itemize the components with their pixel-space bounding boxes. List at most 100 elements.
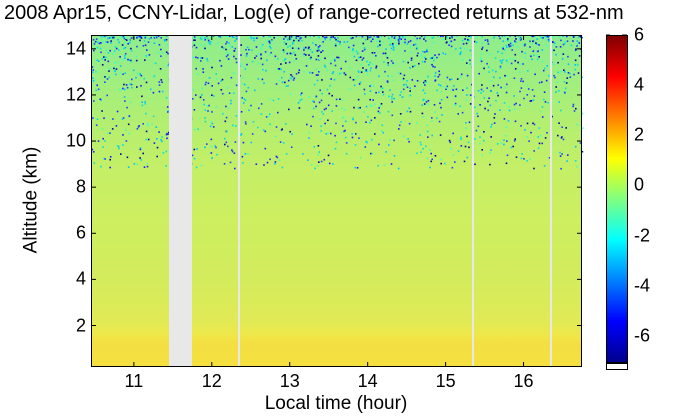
noise-speck: [156, 51, 159, 54]
noise-speck: [130, 47, 132, 50]
noise-speck: [531, 89, 534, 91]
noise-speck: [135, 59, 138, 62]
noise-speck: [374, 117, 376, 119]
noise-speck: [160, 79, 163, 81]
noise-speck: [278, 79, 281, 82]
noise-speck: [313, 83, 316, 86]
noise-speck: [431, 57, 433, 59]
noise-speck: [122, 144, 124, 146]
noise-speck: [194, 37, 196, 39]
noise-speck: [576, 123, 578, 126]
noise-speck: [426, 48, 428, 51]
noise-speck: [508, 109, 511, 112]
noise-speck: [156, 146, 159, 149]
noise-speck: [349, 67, 351, 69]
noise-speck: [245, 123, 247, 125]
noise-speck: [379, 112, 381, 114]
noise-speck: [328, 162, 331, 165]
noise-speck: [203, 44, 206, 46]
noise-speck: [257, 62, 260, 65]
noise-speck: [349, 76, 352, 79]
noise-speck: [388, 95, 390, 98]
noise-speck: [354, 166, 357, 169]
noise-speck: [216, 42, 219, 45]
noise-speck: [155, 36, 158, 39]
noise-speck: [251, 49, 253, 52]
noise-speck: [576, 45, 578, 47]
noise-speck: [145, 112, 147, 115]
noise-speck: [391, 43, 394, 45]
noise-speck: [230, 102, 232, 105]
noise-speck: [260, 48, 262, 50]
noise-speck: [277, 111, 279, 114]
noise-speck: [148, 54, 151, 56]
noise-speck: [208, 77, 211, 79]
noise-speck: [260, 113, 263, 115]
noise-speck: [382, 131, 384, 134]
noise-speck: [318, 71, 320, 73]
noise-speck: [221, 46, 223, 48]
noise-speck: [201, 57, 204, 59]
noise-speck: [118, 49, 120, 51]
noise-speck: [379, 44, 381, 46]
colorbar-underflow: [606, 363, 628, 370]
noise-speck: [398, 37, 401, 39]
noise-speck: [455, 88, 458, 91]
noise-speck: [562, 43, 565, 46]
noise-speck: [130, 49, 133, 52]
noise-speck: [231, 149, 233, 151]
noise-speck: [408, 140, 410, 143]
noise-speck: [310, 56, 312, 59]
noise-speck: [234, 47, 237, 50]
noise-speck: [446, 87, 448, 89]
noise-speck: [490, 126, 492, 128]
noise-speck: [265, 116, 268, 118]
noise-speck: [490, 79, 493, 82]
noise-speck: [541, 106, 544, 108]
noise-speck: [565, 82, 568, 84]
noise-speck: [299, 99, 301, 102]
noise-speck: [138, 35, 141, 38]
noise-speck: [410, 51, 413, 53]
noise-speck: [154, 62, 157, 64]
noise-speck: [274, 161, 277, 163]
noise-speck: [506, 140, 508, 142]
noise-speck: [491, 123, 493, 126]
noise-speck: [391, 98, 393, 100]
noise-speck: [150, 36, 152, 39]
noise-speck: [570, 44, 573, 47]
noise-speck: [454, 95, 457, 97]
noise-speck: [193, 157, 196, 160]
noise-speck: [555, 46, 558, 48]
noise-speck: [140, 74, 143, 77]
noise-speck: [565, 127, 567, 129]
noise-speck: [360, 71, 363, 73]
noise-speck: [333, 58, 336, 61]
noise-speck: [515, 156, 518, 158]
noise-speck: [92, 117, 94, 119]
noise-speck: [294, 54, 297, 56]
noise-speck: [287, 85, 289, 87]
noise-speck: [454, 103, 457, 106]
noise-speck: [546, 65, 548, 67]
noise-speck: [553, 36, 555, 38]
noise-speck: [431, 134, 433, 137]
noise-speck: [121, 118, 124, 120]
noise-speck: [421, 112, 424, 115]
noise-speck: [453, 85, 455, 87]
noise-speck: [381, 87, 384, 90]
noise-speck: [399, 94, 401, 96]
noise-speck: [424, 80, 427, 82]
noise-speck: [210, 121, 213, 123]
noise-speck: [359, 81, 362, 83]
noise-speck: [474, 163, 476, 166]
noise-speck: [234, 167, 236, 170]
noise-speck: [343, 72, 346, 74]
noise-speck: [519, 39, 522, 41]
noise-speck: [231, 35, 234, 38]
noise-speck: [500, 62, 503, 64]
noise-speck: [396, 44, 398, 46]
noise-speck: [508, 45, 511, 48]
noise-speck: [274, 55, 277, 58]
noise-speck: [482, 90, 485, 93]
